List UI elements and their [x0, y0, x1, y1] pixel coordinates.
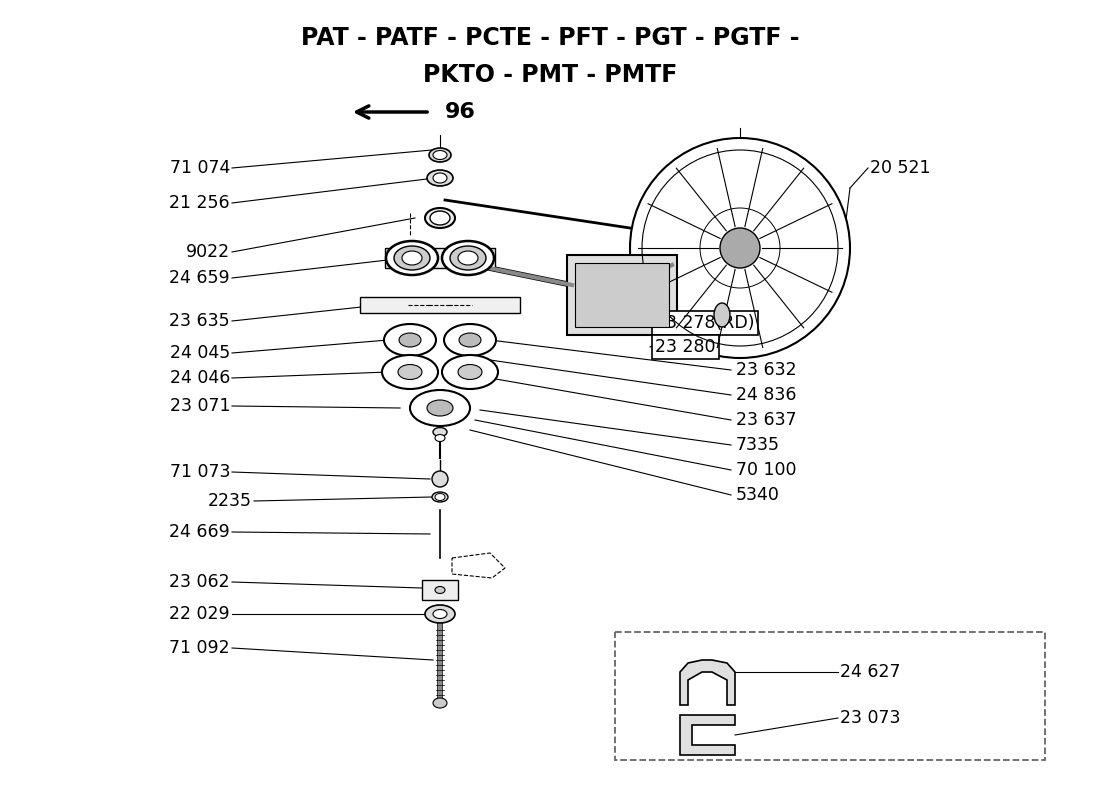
- Text: 23 062: 23 062: [169, 573, 230, 591]
- Text: 23 280: 23 280: [654, 338, 715, 356]
- Text: 24 669: 24 669: [169, 523, 230, 541]
- Ellipse shape: [433, 427, 447, 437]
- Text: 23 637: 23 637: [736, 411, 796, 429]
- Text: 71 092: 71 092: [169, 639, 230, 657]
- Text: 70 100: 70 100: [736, 461, 796, 479]
- Ellipse shape: [444, 324, 496, 356]
- Ellipse shape: [427, 400, 453, 416]
- Ellipse shape: [434, 494, 446, 501]
- Ellipse shape: [442, 241, 494, 275]
- Text: 23 632: 23 632: [736, 361, 796, 379]
- Ellipse shape: [402, 251, 422, 265]
- Polygon shape: [680, 660, 735, 705]
- Bar: [360, 297, 520, 313]
- Text: 96: 96: [446, 102, 476, 122]
- Circle shape: [630, 138, 850, 358]
- Ellipse shape: [434, 586, 446, 594]
- Polygon shape: [566, 255, 676, 335]
- Ellipse shape: [433, 698, 447, 708]
- Text: PAT - PATF - PCTE - PFT - PGT - PGTF -: PAT - PATF - PCTE - PFT - PGT - PGTF -: [300, 26, 800, 50]
- Text: 23 071: 23 071: [169, 397, 230, 415]
- Ellipse shape: [398, 365, 422, 379]
- Text: 5340: 5340: [736, 486, 780, 504]
- Text: 24 659: 24 659: [169, 269, 230, 287]
- Text: 9022: 9022: [186, 243, 230, 261]
- Ellipse shape: [384, 324, 436, 356]
- Text: 2235: 2235: [208, 492, 252, 510]
- Ellipse shape: [450, 246, 486, 270]
- Ellipse shape: [394, 246, 430, 270]
- Bar: [575, 263, 669, 327]
- Text: 23 635: 23 635: [169, 312, 230, 330]
- Circle shape: [432, 471, 448, 487]
- Bar: [385, 248, 495, 268]
- Ellipse shape: [427, 170, 453, 186]
- Ellipse shape: [425, 605, 455, 623]
- Ellipse shape: [433, 610, 447, 618]
- Ellipse shape: [442, 355, 498, 389]
- Ellipse shape: [410, 390, 470, 426]
- Bar: [422, 580, 458, 600]
- Ellipse shape: [399, 333, 421, 347]
- Text: 23 278(RD): 23 278(RD): [654, 314, 755, 332]
- Text: PKTO - PMT - PMTF: PKTO - PMT - PMTF: [422, 63, 678, 87]
- Ellipse shape: [382, 355, 438, 389]
- Text: 20 521: 20 521: [870, 159, 931, 177]
- Text: 7335: 7335: [736, 436, 780, 454]
- Ellipse shape: [432, 492, 448, 502]
- Ellipse shape: [429, 148, 451, 162]
- Ellipse shape: [386, 241, 438, 275]
- Ellipse shape: [430, 211, 450, 225]
- Ellipse shape: [459, 333, 481, 347]
- Ellipse shape: [433, 173, 447, 183]
- Ellipse shape: [425, 208, 455, 228]
- Ellipse shape: [433, 150, 447, 159]
- Text: 22 029: 22 029: [169, 605, 230, 623]
- Ellipse shape: [714, 303, 730, 327]
- Text: 24 046: 24 046: [169, 369, 230, 387]
- Text: 71 074: 71 074: [169, 159, 230, 177]
- Text: 24 627: 24 627: [840, 663, 901, 681]
- Text: 24 045: 24 045: [169, 344, 230, 362]
- Ellipse shape: [458, 251, 478, 265]
- Circle shape: [720, 228, 760, 268]
- Text: 71 073: 71 073: [169, 463, 230, 481]
- Bar: [615, 632, 1045, 760]
- Ellipse shape: [458, 365, 482, 379]
- Text: 24 836: 24 836: [736, 386, 796, 404]
- Ellipse shape: [434, 434, 446, 442]
- Text: 23 073: 23 073: [840, 709, 901, 727]
- Polygon shape: [680, 715, 735, 755]
- Text: 21 256: 21 256: [169, 194, 230, 212]
